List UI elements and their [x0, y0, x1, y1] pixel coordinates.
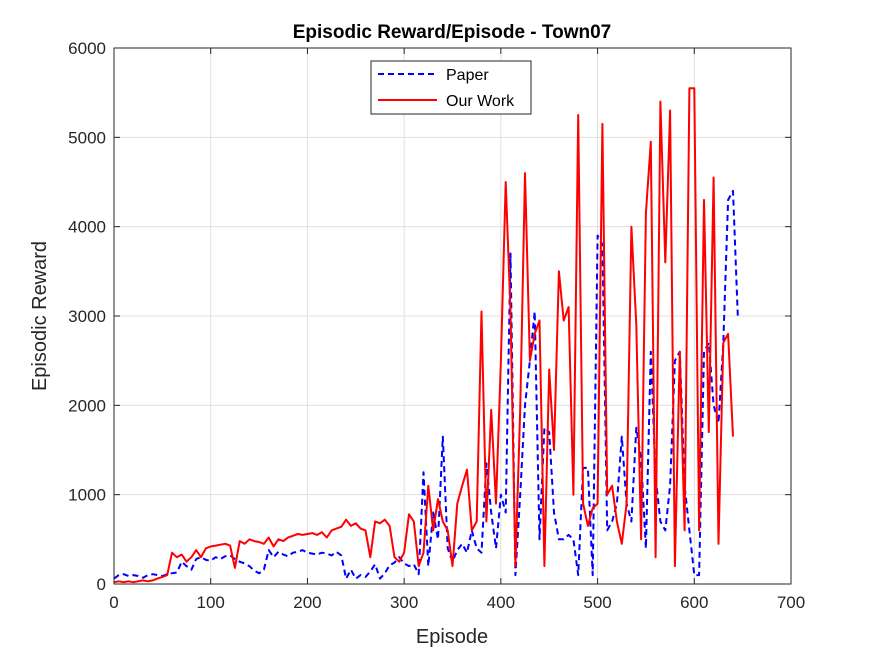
- x-tick-label: 100: [197, 593, 225, 612]
- y-tick-label: 5000: [68, 128, 106, 147]
- y-tick-label: 4000: [68, 218, 106, 237]
- series-line-our-work: [113, 87, 734, 584]
- y-tick-label: 6000: [68, 39, 106, 58]
- plot-area: [113, 87, 739, 584]
- y-axis-label: Episodic Reward: [29, 241, 51, 391]
- legend-label-paper: Paper: [446, 67, 489, 84]
- x-tick-label: 400: [487, 593, 515, 612]
- y-tick-label: 2000: [68, 396, 106, 415]
- y-tick-label: 0: [97, 575, 106, 594]
- x-tick-label: 200: [293, 593, 321, 612]
- x-tick-label: 700: [777, 593, 805, 612]
- x-tick-label: 500: [583, 593, 611, 612]
- chart-title: Episodic Reward/Episode - Town07: [293, 22, 611, 43]
- x-tick-label: 300: [390, 593, 418, 612]
- y-tick-label: 1000: [68, 486, 106, 505]
- y-tick-label: 3000: [68, 307, 106, 326]
- legend-box: [370, 60, 532, 115]
- tick-labels: 0 100 200 300 400 500 600 700 0 1000 2000 3000 4000 5…: [68, 39, 805, 612]
- x-tick-label: 0: [109, 593, 118, 612]
- legend: Paper Our Work: [370, 60, 532, 115]
- x-tick-label: 600: [680, 593, 708, 612]
- x-axis-label: Episode: [416, 626, 488, 648]
- legend-label-our-work: Our Work: [446, 93, 515, 110]
